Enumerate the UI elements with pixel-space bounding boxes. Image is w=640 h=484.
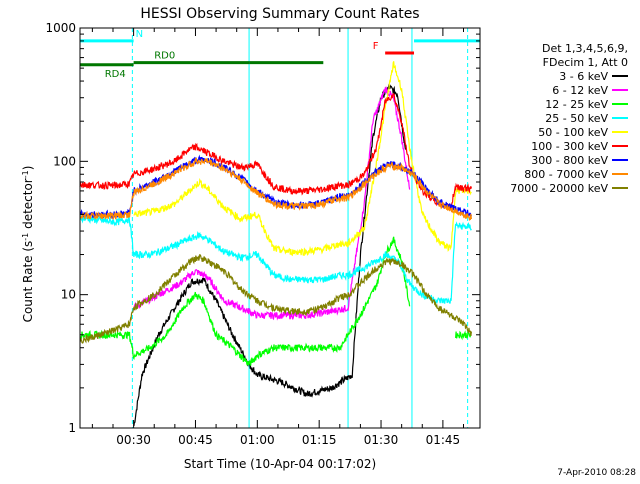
observing-label-rd0: RD0: [154, 51, 175, 62]
series-line-6-12-kev: [133, 85, 411, 321]
footer-stamp: 7-Apr-2010 08:28: [557, 468, 636, 478]
y-tick-label: 100: [53, 154, 76, 168]
legend-label-800-7000-kev: 800 - 7000 keV: [524, 168, 608, 181]
legend-header-line: FDecim 1, Att 0: [543, 56, 628, 69]
legend-label-7000-20000-kev: 7000 - 20000 keV: [510, 182, 608, 195]
series-line-50-100-kev: [133, 61, 472, 257]
observing-label-n: N: [136, 29, 143, 40]
legend: Det 1,3,4,5,6,9,FDecim 1, Att 03 - 6 keV…: [510, 42, 628, 195]
plot-frame: [79, 27, 481, 429]
legend-header-line: Det 1,3,4,5,6,9,: [542, 42, 628, 55]
x-tick-label: 01:45: [426, 433, 461, 447]
observing-label-f: F: [373, 41, 379, 52]
series-line-12-25-kev: [79, 236, 472, 366]
y-tick-label: 10: [61, 288, 76, 302]
x-tick-label: 00:45: [178, 433, 213, 447]
x-axis-label: Start Time (10-Apr-04 00:17:02): [184, 457, 376, 471]
y-axis-label-sup2: -1: [21, 170, 30, 178]
y-axis-label-mid: detector: [21, 178, 35, 233]
y-tick-label: 1000: [45, 21, 76, 35]
y-axis-label-end: ): [21, 166, 35, 171]
y-axis-label-main: Count Rate (s: [21, 241, 35, 323]
legend-label-300-800-kev: 300 - 800 keV: [531, 154, 608, 167]
legend-label-50-100-kev: 50 - 100 keV: [538, 126, 608, 139]
x-tick-label: 01:00: [240, 433, 275, 447]
chart-title: HESSI Observing Summary Count Rates: [140, 6, 419, 22]
y-axis-label: Count Rate (s-1 detector-1): [21, 166, 36, 323]
x-tick-label: 00:30: [116, 433, 151, 447]
series-line-800-7000-kev: [79, 157, 472, 222]
series-line-100-300-kev: [79, 93, 472, 211]
series-line-7000-20000-kev: [79, 254, 472, 344]
x-tick-label: 01:15: [302, 433, 337, 447]
observing-label-rd4: RD4: [105, 69, 126, 80]
y-axis-label-sup1: -1: [21, 233, 30, 241]
x-tick-label: 01:30: [364, 433, 399, 447]
legend-label-25-50-kev: 25 - 50 keV: [545, 112, 608, 125]
legend-label-3-6-kev: 3 - 6 keV: [559, 70, 608, 83]
y-tick-label: 1: [68, 421, 76, 435]
series-line-3-6-kev: [133, 83, 407, 426]
legend-label-6-12-kev: 6 - 12 keV: [552, 84, 608, 97]
legend-label-12-25-kev: 12 - 25 keV: [545, 98, 608, 111]
legend-label-100-300-kev: 100 - 300 keV: [531, 140, 608, 153]
series-line-25-50-kev: [79, 214, 472, 304]
